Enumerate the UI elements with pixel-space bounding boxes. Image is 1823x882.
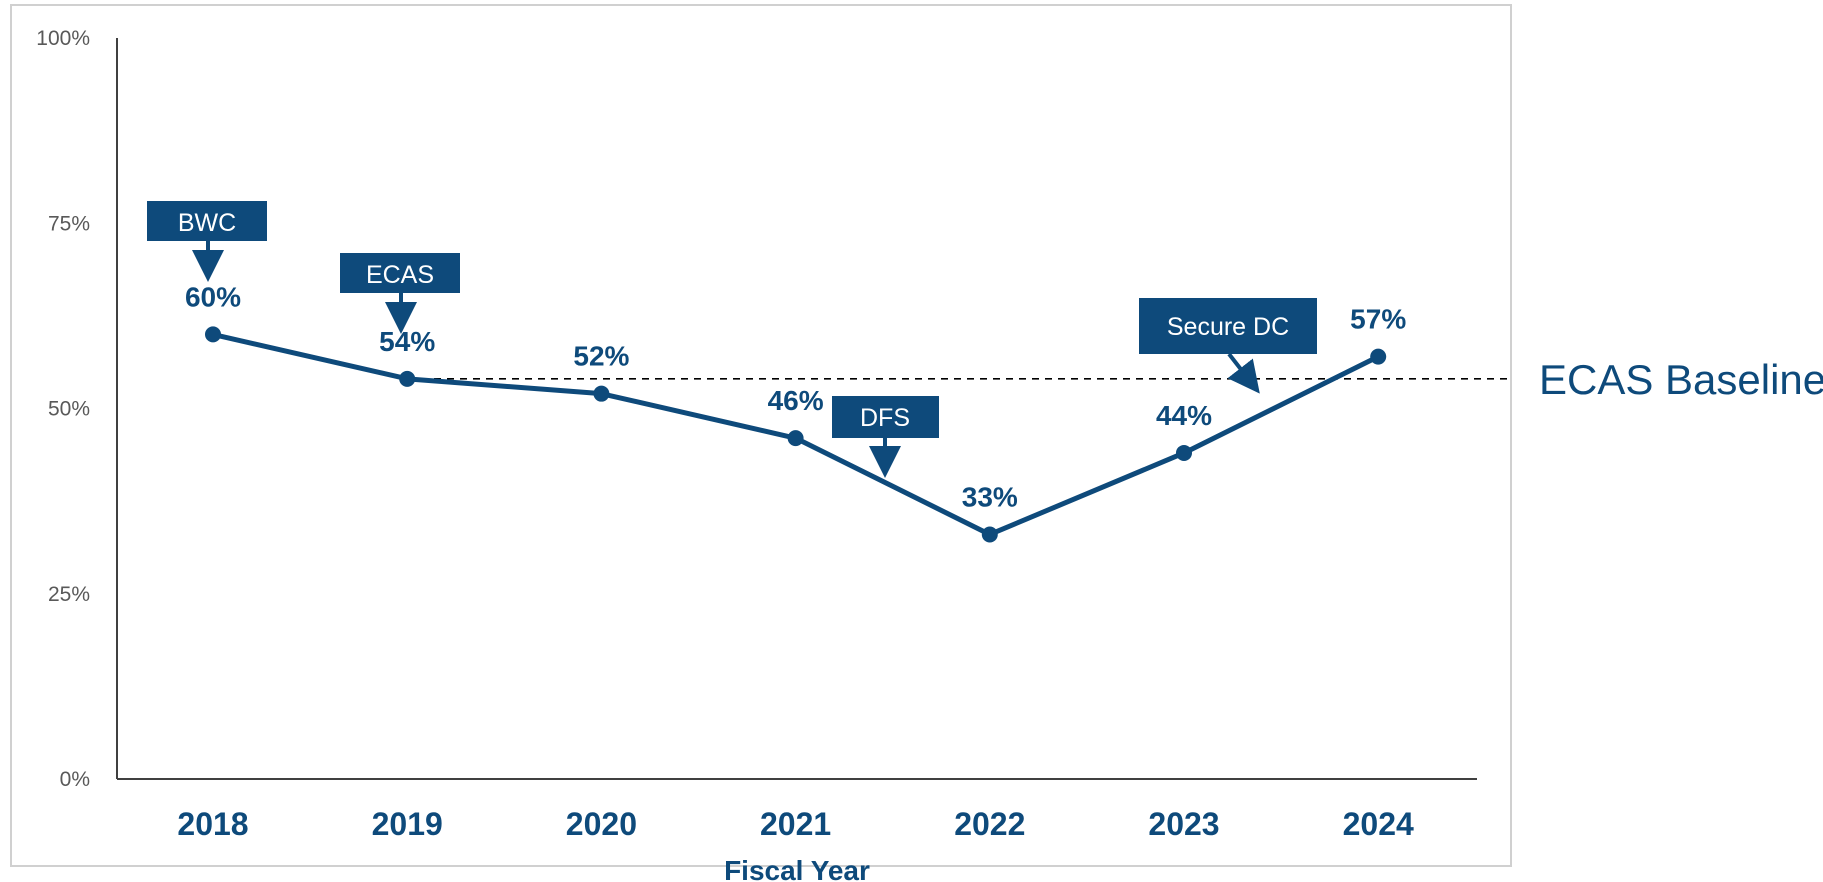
series-line-group: [205, 326, 1387, 543]
x-axis-title: Fiscal Year: [724, 855, 870, 882]
y-tick-label: 25%: [48, 583, 90, 606]
annotation-secure-dc-arrow: [1227, 352, 1260, 394]
y-tick-labels: 0% 25% 50% 75% 100%: [36, 27, 90, 791]
annotation-bwc-box: [147, 201, 267, 241]
x-tick-label: 2021: [760, 806, 831, 842]
data-label: 57%: [1350, 304, 1406, 335]
data-label: 44%: [1156, 400, 1212, 431]
data-label: 46%: [768, 385, 824, 416]
annotation-dfs-text: DFS: [860, 404, 910, 432]
annotation-dfs: DFS: [832, 396, 939, 478]
x-tick-label: 2018: [177, 806, 248, 842]
annotation-ecas: ECAS: [340, 253, 460, 334]
x-tick-labels: 2018 2019 2020 2021 2022 2023 2024: [177, 806, 1414, 842]
x-tick-label: 2024: [1343, 806, 1414, 842]
data-point: [205, 326, 221, 343]
data-point: [981, 526, 998, 543]
data-label: 54%: [379, 326, 435, 357]
reference-line-group: ECAS Baseline: [408, 356, 1823, 403]
annotation-secure-dc-text: Secure DC: [1167, 313, 1289, 341]
x-tick-label: 2023: [1148, 806, 1219, 842]
data-label: 33%: [962, 481, 1018, 512]
y-tick-label: 0%: [60, 768, 90, 791]
data-label: 60%: [185, 281, 241, 312]
x-tick-label: 2019: [372, 806, 443, 842]
annotation-secure-dc-box: [1139, 298, 1317, 354]
ecas-baseline-label: ECAS Baseline: [1539, 356, 1823, 403]
annotation-secure-dc: Secure DC: [1139, 298, 1317, 394]
data-point: [1176, 444, 1192, 461]
chart-frame: [10, 4, 1512, 867]
data-label: 52%: [573, 341, 629, 372]
x-tick-label: 2022: [954, 806, 1025, 842]
data-point: [399, 370, 416, 387]
annotation-bwc: BWC: [147, 201, 267, 282]
data-point: [787, 430, 804, 447]
annotation-dfs-box: [832, 396, 939, 438]
y-tick-label: 75%: [48, 212, 90, 235]
annotation-ecas-box: [340, 253, 460, 293]
annotation-ecas-text: ECAS: [366, 261, 434, 289]
y-tick-label: 100%: [36, 27, 90, 50]
data-point: [1370, 348, 1387, 365]
y-tick-label: 50%: [48, 398, 90, 421]
data-label-group: 60% 54% 52% 46% 33% 44% 57%: [185, 281, 1406, 512]
annotation-bwc-text: BWC: [178, 209, 236, 237]
x-axis: 2018 2019 2020 2021 2022 2023 2024 Fiscal Year: [117, 778, 1477, 882]
y-axis: 0% 25% 50% 75% 100%: [36, 27, 118, 791]
data-point: [593, 385, 610, 402]
x-tick-label: 2020: [566, 806, 637, 842]
